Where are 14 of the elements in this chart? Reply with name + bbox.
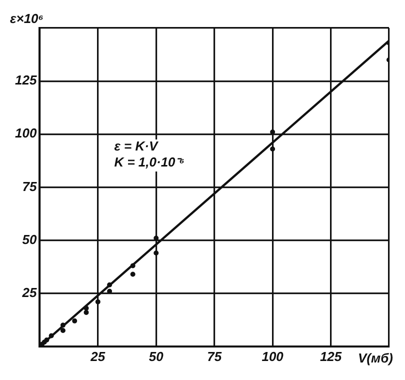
x-tick-label: 75 (207, 348, 222, 364)
annotation: K = 1,0·10⁻⁶ (114, 154, 185, 170)
x-tick-label: 100 (262, 348, 284, 364)
y-axis-title: ε×10⁶ (10, 11, 44, 26)
y-tick-label: 25 (21, 284, 38, 300)
y-tick-label: 75 (22, 178, 38, 194)
y-tick-label: 50 (22, 232, 38, 247)
y-tick-label: 125 (14, 72, 38, 88)
x-tick-label: 125 (320, 348, 342, 364)
annotation: ε = K·V (114, 138, 159, 154)
y-tick-label: 100 (14, 126, 38, 141)
x-tick-label: 25 (90, 348, 106, 364)
x-axis-title: V(мб) (358, 350, 393, 366)
x-tick-label: 50 (148, 348, 164, 364)
